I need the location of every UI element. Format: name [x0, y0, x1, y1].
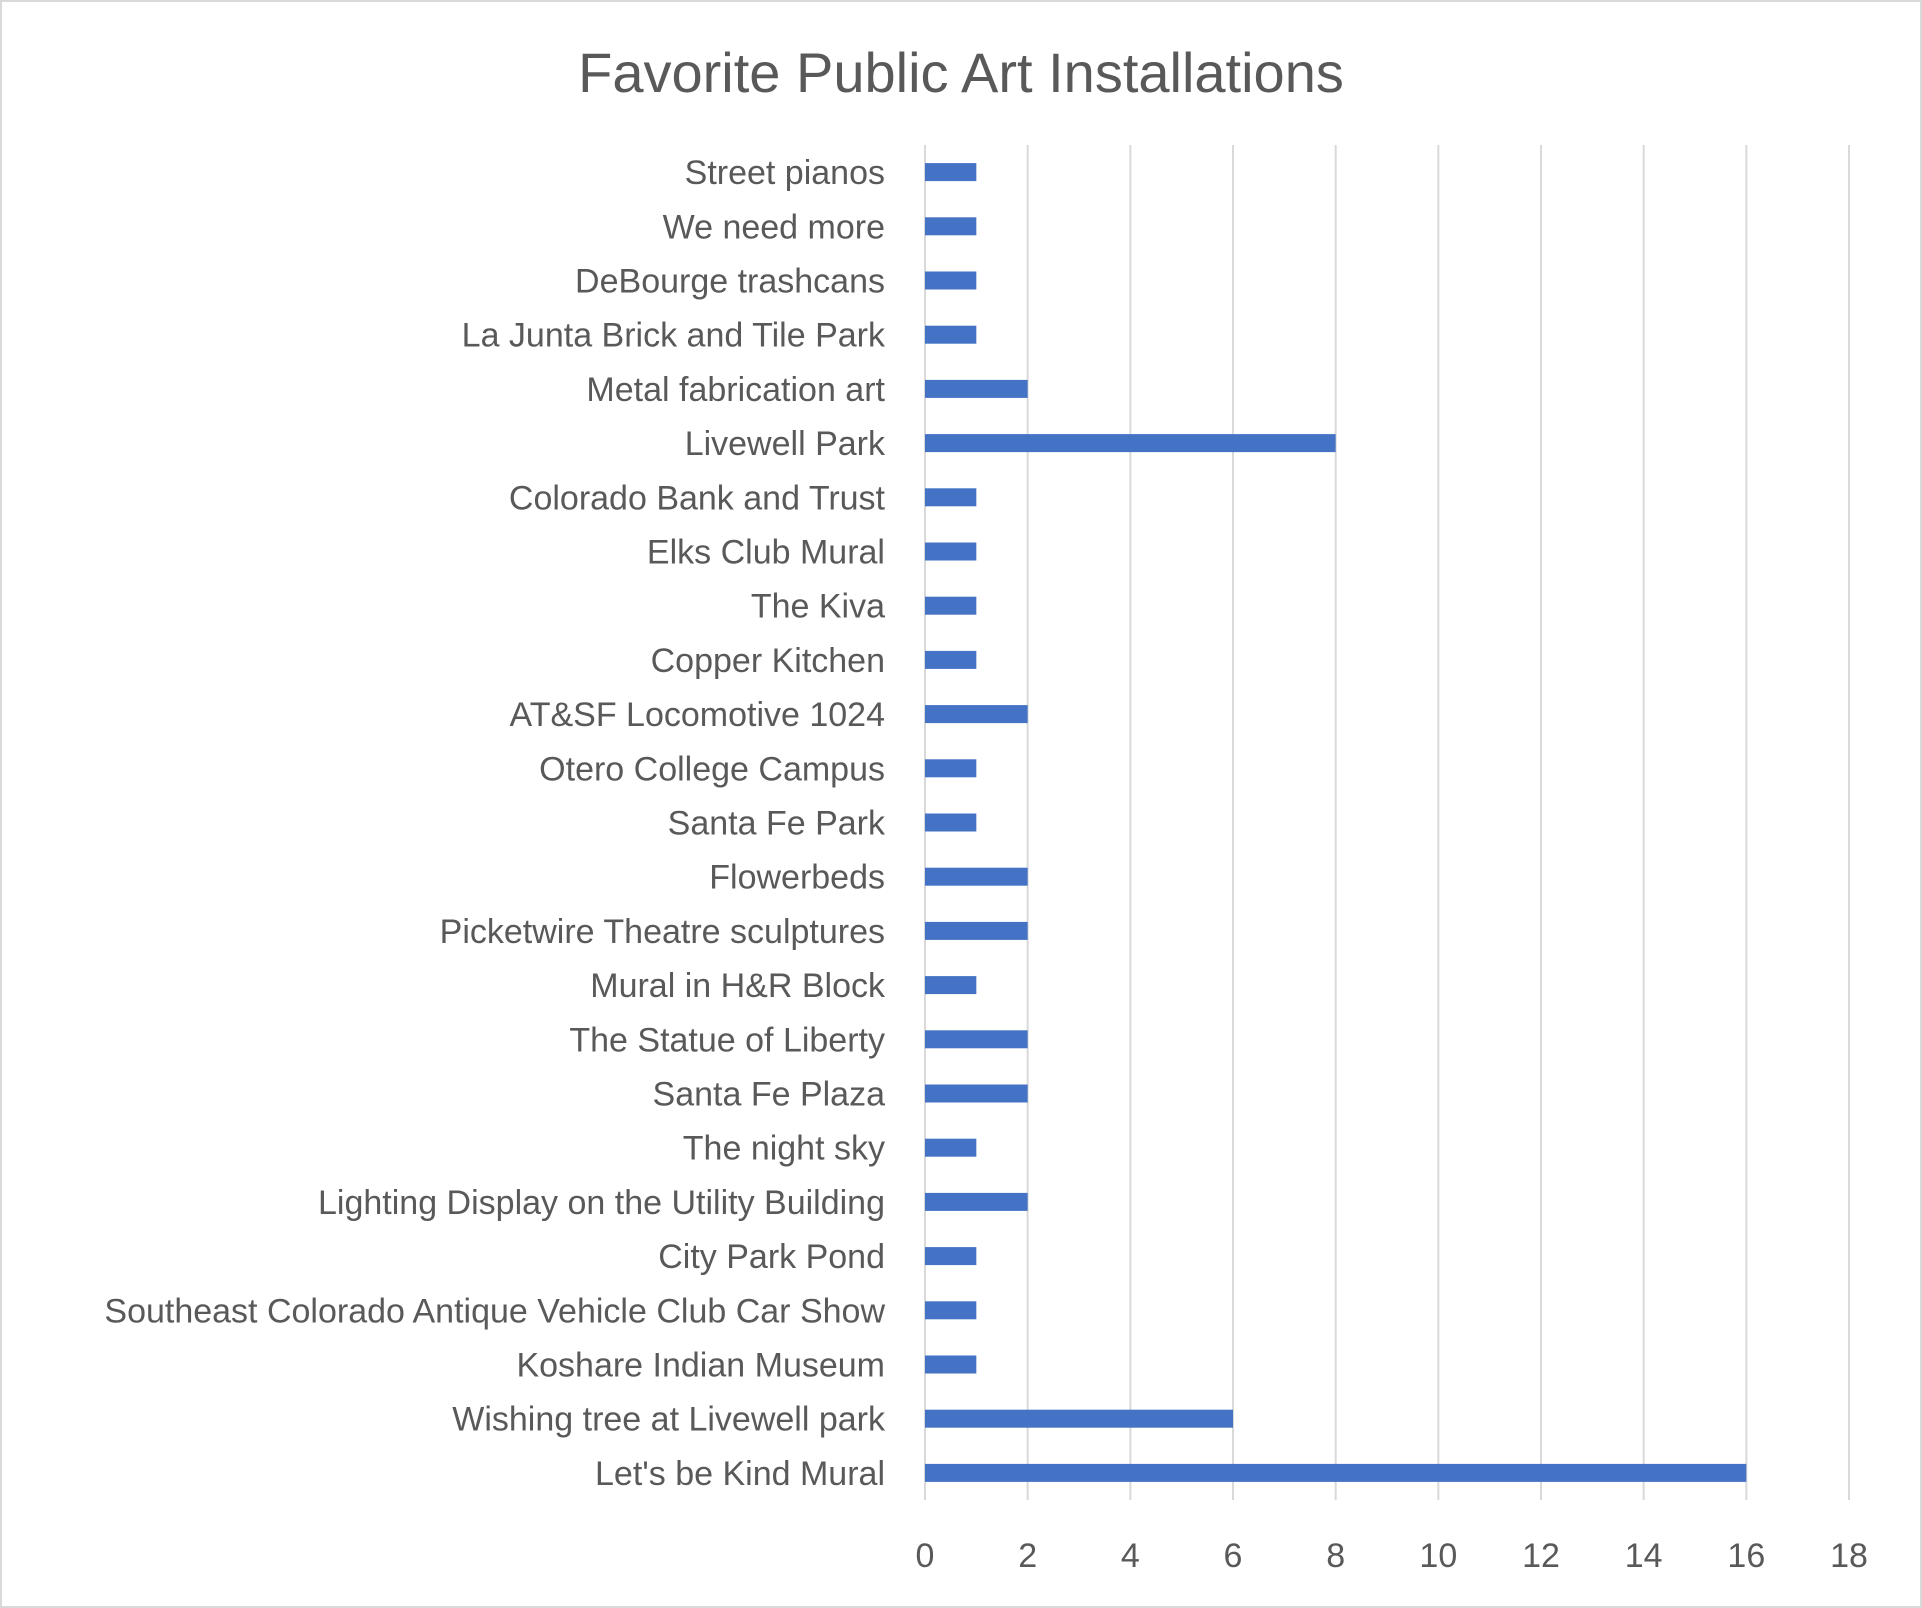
bar	[925, 271, 977, 290]
category-label: Elks Club Mural	[647, 534, 885, 572]
x-tick-label: 16	[1727, 1537, 1765, 1575]
bar	[925, 1463, 1747, 1482]
bar	[925, 705, 1028, 724]
category-label: The Kiva	[751, 588, 885, 626]
bar	[925, 379, 1028, 398]
category-label: Lighting Display on the Utility Building	[318, 1184, 885, 1222]
bar	[925, 921, 1028, 940]
bar	[925, 1084, 1028, 1103]
category-label: La Junta Brick and Tile Park	[462, 317, 886, 355]
bar	[925, 1409, 1233, 1428]
bar	[925, 325, 977, 344]
category-label: Metal fabrication art	[586, 371, 885, 409]
bar	[925, 596, 977, 615]
category-label: The night sky	[683, 1130, 885, 1168]
category-label: AT&SF Locomotive 1024	[510, 696, 885, 734]
x-tick-label: 4	[1121, 1537, 1140, 1575]
category-label: Flowerbeds	[709, 859, 885, 897]
bar	[925, 434, 1336, 453]
category-label: Picketwire Theatre sculptures	[440, 913, 885, 951]
category-label: City Park Pond	[658, 1238, 885, 1276]
bar	[925, 650, 977, 669]
category-label: Copper Kitchen	[651, 642, 885, 680]
bar	[925, 867, 1028, 886]
category-label: The Statue of Liberty	[569, 1021, 885, 1059]
bar	[925, 217, 977, 236]
bar	[925, 1030, 1028, 1049]
bars	[925, 163, 1747, 1482]
x-tick-label: 14	[1625, 1537, 1663, 1575]
category-label: Koshare Indian Museum	[516, 1347, 885, 1385]
bar	[925, 1138, 977, 1157]
category-label: Santa Fe Plaza	[653, 1076, 886, 1114]
category-label: Street pianos	[685, 154, 885, 192]
bar	[925, 163, 977, 182]
bar	[925, 542, 977, 561]
category-label: Otero College Campus	[539, 750, 885, 788]
category-label: Wishing tree at Livewell park	[452, 1401, 886, 1439]
bar	[925, 759, 977, 778]
bar	[925, 1192, 1028, 1211]
bar	[925, 1301, 977, 1320]
x-tick-label: 6	[1224, 1537, 1243, 1575]
category-label: Mural in H&R Block	[590, 967, 886, 1005]
category-label: Colorado Bank and Trust	[509, 479, 886, 517]
category-label: DeBourge trashcans	[575, 263, 885, 301]
bar	[925, 976, 977, 995]
x-tick-label: 0	[916, 1537, 935, 1575]
x-tick-label: 10	[1419, 1537, 1457, 1575]
bar	[925, 813, 977, 832]
x-tick-label: 2	[1018, 1537, 1037, 1575]
category-labels: Street pianos We need more DeBourge trashc…	[104, 154, 886, 1493]
x-tick-label: 18	[1830, 1537, 1868, 1575]
gridlines	[924, 145, 1850, 1500]
bar	[925, 1355, 977, 1374]
category-label: Southeast Colorado Antique Vehicle Club …	[104, 1292, 885, 1330]
category-label: Livewell Park	[685, 425, 886, 463]
chart-title: Favorite Public Art Installations	[578, 41, 1344, 104]
category-label: We need more	[663, 208, 885, 246]
x-tick-labels: 0 2 4 6 8 10 12 14 16 18	[916, 1537, 1868, 1575]
bar	[925, 1247, 977, 1266]
x-tick-label: 12	[1522, 1537, 1560, 1575]
category-label: Let's be Kind Mural	[595, 1455, 885, 1493]
bar	[925, 488, 977, 507]
category-label: Santa Fe Park	[668, 805, 886, 843]
x-tick-label: 8	[1326, 1537, 1345, 1575]
